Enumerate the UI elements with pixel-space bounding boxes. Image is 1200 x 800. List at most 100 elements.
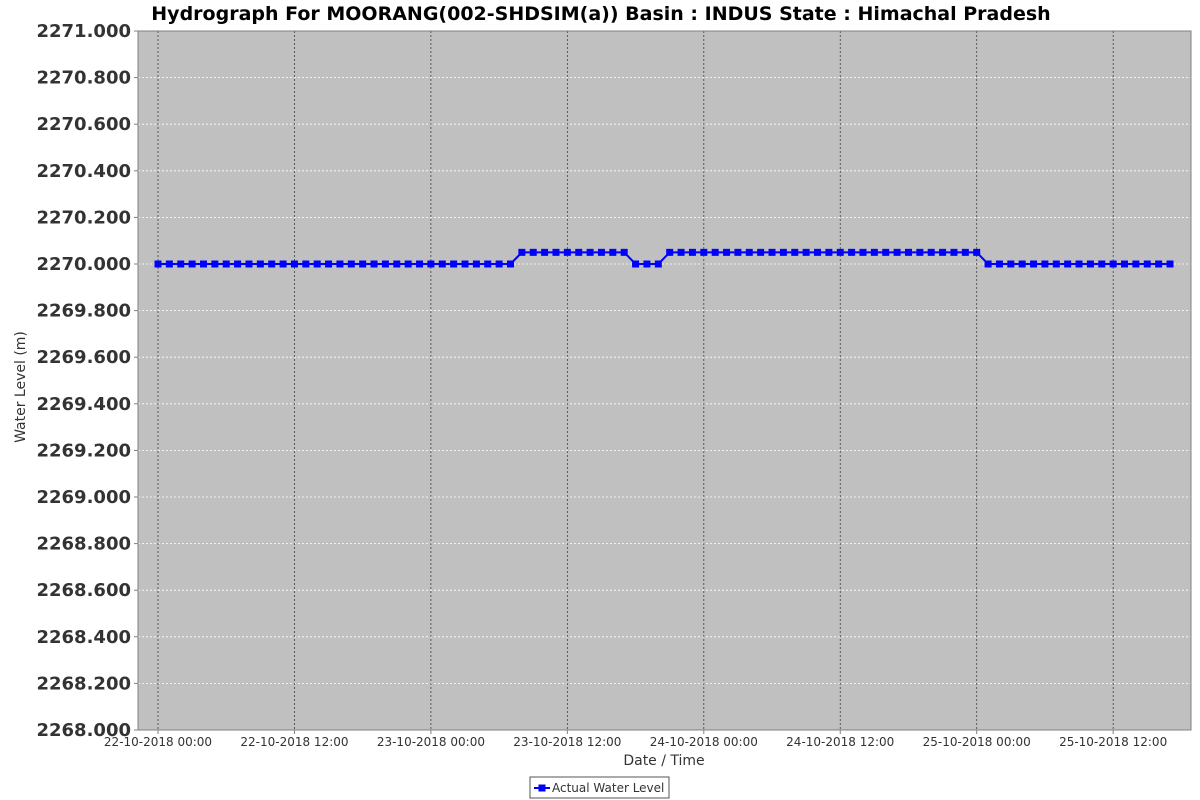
x-tick-label: 22-10-2018 00:00 [104, 735, 212, 749]
data-point-marker [313, 260, 321, 268]
data-point-marker [620, 248, 628, 256]
y-tick-label: 2269.400 [36, 394, 131, 415]
x-tick-label: 23-10-2018 00:00 [377, 735, 485, 749]
y-tick-label: 2269.200 [36, 440, 131, 461]
data-point-marker [700, 248, 708, 256]
y-tick-label: 2268.600 [36, 580, 131, 601]
data-point-marker [973, 248, 981, 256]
data-point-marker [427, 260, 435, 268]
data-point-marker [347, 260, 355, 268]
data-point-marker [859, 248, 867, 256]
data-point-marker [848, 248, 856, 256]
data-point-marker [188, 260, 196, 268]
data-point-marker [882, 248, 890, 256]
data-point-marker [950, 248, 958, 256]
x-tick-label: 23-10-2018 12:00 [513, 735, 621, 749]
data-point-marker [836, 248, 844, 256]
data-point-marker [1018, 260, 1026, 268]
data-point-marker [450, 260, 458, 268]
data-point-marker [870, 248, 878, 256]
data-point-marker [1109, 260, 1117, 268]
data-point-marker [1075, 260, 1083, 268]
x-axis-ticks: 22-10-2018 00:00 22-10-2018 12:00 23-10-20… [104, 730, 1167, 749]
y-tick-label: 2268.400 [36, 627, 131, 648]
data-point-marker [404, 260, 412, 268]
y-axis-ticks: 2268.000 2268.200 2268.400 2268.600 2268.800… [36, 21, 138, 741]
data-point-marker [1166, 260, 1174, 268]
data-point-marker [1132, 260, 1140, 268]
legend-entry-label: Actual Water Level [552, 781, 664, 795]
data-point-marker [723, 248, 731, 256]
plot-border [137, 30, 1192, 731]
data-point-marker [939, 248, 947, 256]
y-tick-label: 2271.000 [36, 21, 131, 42]
data-point-marker [211, 260, 219, 268]
data-point-marker [1041, 260, 1049, 268]
y-tick-label: 2269.800 [36, 301, 131, 322]
data-point-marker [268, 260, 276, 268]
data-point-marker [791, 248, 799, 256]
data-point-marker [1030, 260, 1038, 268]
y-tick-label: 2270.400 [36, 161, 131, 182]
data-point-marker [393, 260, 401, 268]
data-point-marker [234, 260, 242, 268]
data-point-marker [563, 248, 571, 256]
data-point-marker [825, 248, 833, 256]
data-point-marker [370, 260, 378, 268]
data-point-marker [575, 248, 583, 256]
data-point-marker [927, 248, 935, 256]
data-point-marker [654, 260, 662, 268]
x-tick-label: 24-10-2018 00:00 [650, 735, 758, 749]
data-point-marker [916, 248, 924, 256]
chart-title: Hydrograph For MOORANG(002-SHDSIM(a)) Ba… [151, 3, 1050, 25]
data-point-marker [711, 248, 719, 256]
y-tick-label: 2270.000 [36, 254, 131, 275]
data-point-marker [893, 248, 901, 256]
x-tick-label: 22-10-2018 12:00 [240, 735, 348, 749]
data-point-marker [609, 248, 617, 256]
data-point-marker [1121, 260, 1129, 268]
legend-marker-swatch [538, 784, 546, 792]
data-point-marker [438, 260, 446, 268]
data-point-marker [632, 260, 640, 268]
y-tick-label: 2268.200 [36, 673, 131, 694]
y-tick-label: 2269.600 [36, 347, 131, 368]
data-point-marker [541, 248, 549, 256]
data-point-marker [461, 260, 469, 268]
y-tick-label: 2270.800 [36, 68, 131, 89]
data-point-marker [1052, 260, 1060, 268]
data-point-marker [1086, 260, 1094, 268]
data-point-marker [484, 260, 492, 268]
y-tick-label: 2270.200 [36, 207, 131, 228]
data-point-marker [506, 260, 514, 268]
data-point-marker [1007, 260, 1015, 268]
data-point-marker [245, 260, 253, 268]
data-point-marker [677, 248, 685, 256]
data-point-marker [472, 260, 480, 268]
data-point-marker [1098, 260, 1106, 268]
data-point-marker [325, 260, 333, 268]
x-gridlines [157, 31, 1114, 730]
data-point-marker [995, 260, 1003, 268]
data-point-marker [984, 260, 992, 268]
series-actual-water-level [154, 248, 1174, 268]
data-point-marker [814, 248, 822, 256]
y-tick-label: 2269.000 [36, 487, 131, 508]
y-axis-label: Water Level (m) [13, 331, 29, 443]
data-point-marker [688, 248, 696, 256]
data-point-marker [529, 248, 537, 256]
data-point-marker [768, 248, 776, 256]
data-point-marker [222, 260, 230, 268]
legend-box [529, 776, 670, 799]
data-point-marker [802, 248, 810, 256]
data-point-marker [290, 260, 298, 268]
data-point-marker [1155, 260, 1163, 268]
x-tick-label: 25-10-2018 12:00 [1059, 735, 1167, 749]
data-point-marker [961, 248, 969, 256]
data-point-marker [904, 248, 912, 256]
data-point-marker [1064, 260, 1072, 268]
plot-area [138, 31, 1191, 730]
y-tick-label: 2268.000 [36, 720, 131, 741]
y-tick-label: 2270.600 [36, 114, 131, 135]
data-point-marker [552, 248, 560, 256]
